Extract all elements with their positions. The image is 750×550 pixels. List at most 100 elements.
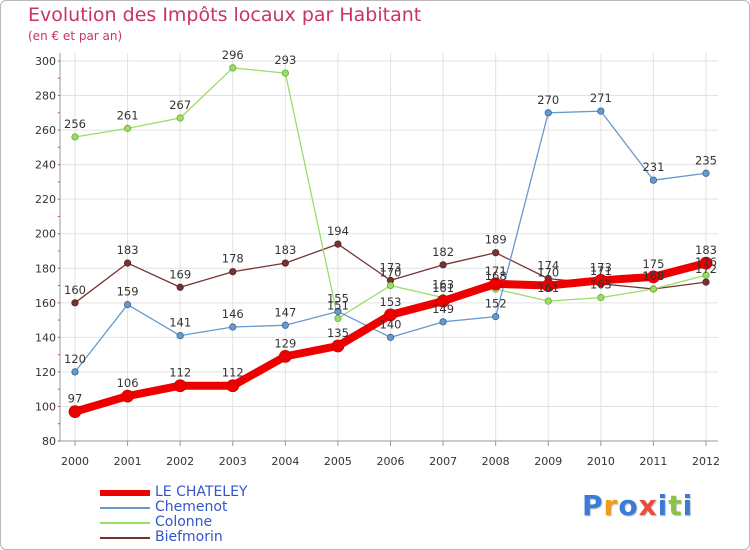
data-label: 270 (537, 93, 559, 107)
data-point (436, 294, 450, 308)
x-tick-label: 2012 (692, 455, 720, 468)
data-point (334, 240, 342, 248)
legend-swatch-chemenot (100, 507, 150, 509)
data-point (384, 308, 397, 322)
logo-letter: r (603, 489, 619, 522)
x-tick-label: 2000 (61, 455, 89, 468)
data-label: 176 (695, 255, 717, 269)
x-tick-label: 2007 (429, 455, 457, 468)
x-tick-label: 2009 (534, 455, 562, 468)
data-point (123, 259, 132, 267)
data-label: 147 (274, 305, 296, 319)
data-label: 235 (695, 153, 717, 167)
data-label: 174 (537, 259, 559, 273)
data-label: 141 (169, 316, 191, 330)
x-tick-label: 2004 (271, 455, 299, 468)
data-point (71, 368, 79, 376)
data-label: 189 (485, 233, 507, 247)
x-tick-label: 2011 (639, 455, 667, 468)
data-point (71, 299, 79, 307)
data-point (71, 133, 79, 141)
y-tick-label: 300 (35, 55, 56, 68)
data-label: 183 (274, 243, 296, 257)
data-point (123, 300, 132, 309)
proxiti-logo: Proxiti (582, 489, 693, 522)
data-label: 175 (642, 257, 664, 271)
x-tick-label: 2010 (587, 455, 615, 468)
data-label: 194 (327, 224, 349, 238)
legend-swatch-colonne (100, 522, 150, 524)
data-point (229, 268, 237, 276)
data-point (647, 270, 660, 284)
data-label: 231 (642, 160, 664, 174)
chart-title: Evolution des Impôts locaux par Habitant (28, 4, 422, 26)
data-point (386, 333, 395, 341)
data-label: 293 (274, 53, 296, 67)
data-label: 183 (117, 243, 139, 257)
data-label: 168 (642, 269, 664, 283)
data-label: 271 (590, 91, 612, 105)
legend-label-colonne: Colonne (155, 514, 213, 530)
x-tick-label: 2008 (482, 455, 510, 468)
data-point (492, 313, 500, 321)
data-label: 171 (485, 264, 507, 278)
data-point (702, 169, 710, 177)
data-point (439, 318, 447, 326)
data-point (594, 273, 608, 287)
data-point (229, 64, 237, 72)
x-tick-label: 2003 (219, 455, 247, 468)
logo-letter: t (668, 489, 683, 522)
y-tick-label: 80 (42, 435, 56, 448)
y-tick-label: 100 (35, 400, 56, 413)
legend-label-biefmorin: Biefmorin (155, 529, 223, 545)
data-point (386, 281, 395, 290)
data-label: 267 (169, 98, 191, 112)
data-point (281, 259, 289, 267)
data-label: 256 (64, 117, 86, 131)
x-tick-label: 2002 (166, 455, 194, 468)
data-label: 129 (274, 336, 296, 350)
y-tick-label: 200 (35, 228, 56, 241)
data-label: 173 (380, 260, 402, 274)
data-point (702, 278, 710, 286)
data-label: 183 (695, 243, 717, 257)
y-tick-label: 140 (35, 331, 56, 344)
data-label: 120 (64, 352, 86, 366)
data-label: 161 (432, 281, 454, 295)
chart-subtitle: (en € et par an) (28, 29, 123, 43)
data-point (281, 321, 289, 329)
logo-letter: x (638, 489, 658, 522)
data-point (699, 256, 713, 270)
legend-label-le-chateley: LE CHATELEY (155, 484, 248, 500)
data-point (492, 249, 500, 257)
data-point (176, 283, 184, 291)
data-label: 155 (327, 291, 349, 305)
data-label: 178 (222, 252, 244, 266)
legend-swatch-biefmorin (100, 537, 150, 539)
y-tick-label: 260 (35, 124, 56, 137)
data-label: 163 (432, 278, 454, 292)
data-label: 152 (485, 297, 507, 311)
data-label: 170 (537, 266, 559, 280)
data-label: 153 (380, 295, 402, 309)
data-point (544, 109, 552, 117)
data-label: 172 (695, 262, 717, 276)
data-point (334, 314, 342, 322)
x-tick-label: 2006 (377, 455, 405, 468)
data-label: 161 (537, 281, 559, 295)
data-label: 169 (169, 267, 191, 281)
data-label: 112 (169, 366, 191, 380)
data-point (649, 176, 658, 184)
y-tick-label: 220 (35, 193, 56, 206)
data-label: 170 (380, 266, 402, 280)
data-point (544, 297, 552, 305)
data-point (226, 379, 240, 393)
data-point (278, 349, 292, 363)
data-point (649, 285, 658, 293)
data-label: 112 (222, 366, 244, 380)
data-label: 146 (222, 307, 244, 321)
data-label: 106 (117, 376, 139, 390)
data-point (489, 277, 503, 291)
data-label: 159 (117, 285, 139, 299)
logo-letter: i (682, 489, 694, 522)
